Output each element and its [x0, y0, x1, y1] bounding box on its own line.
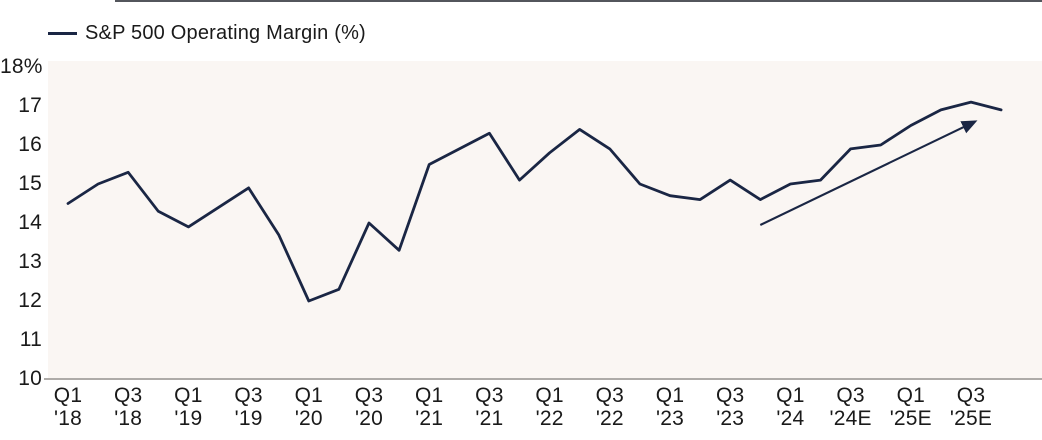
- y-tick-label: 18%: [0, 55, 43, 78]
- y-tick-label: 16: [18, 133, 42, 156]
- top-rule-divider: [115, 0, 1042, 2]
- y-tick-label: 10: [18, 367, 42, 390]
- x-tick-label: Q3'22: [573, 384, 647, 430]
- x-tick-year: '18: [54, 407, 82, 430]
- x-tick-label: Q1'19: [151, 384, 225, 430]
- x-tick-year: '24E: [829, 407, 872, 430]
- x-tick-quarter: Q3: [113, 384, 143, 407]
- x-tick-quarter: Q1: [53, 384, 83, 407]
- y-tick-label: 12: [18, 289, 42, 312]
- x-tick-year: '24: [776, 407, 805, 430]
- x-tick-quarter: Q1: [294, 384, 323, 407]
- x-tick-label: Q1'20: [272, 384, 346, 430]
- line-chart: [66, 100, 1003, 303]
- x-tick-label: Q3'24E: [814, 384, 888, 430]
- x-tick-year: '19: [174, 407, 203, 430]
- x-tick-quarter: Q3: [354, 384, 384, 407]
- y-tick-label: 14: [18, 211, 42, 234]
- x-tick-quarter: Q1: [896, 384, 925, 407]
- legend: S&P 500 Operating Margin (%): [48, 21, 366, 45]
- x-tick-quarter: Q1: [414, 384, 444, 407]
- operating-margin-line: [66, 100, 1003, 303]
- x-tick-quarter: Q3: [234, 384, 263, 407]
- x-tick-quarter: Q1: [174, 384, 203, 407]
- x-tick-quarter: Q1: [776, 384, 805, 407]
- y-tick-label: 11: [19, 328, 42, 351]
- x-tick-label: Q3'20: [332, 384, 406, 430]
- x-tick-year: '22: [535, 407, 564, 430]
- plot-area: [48, 61, 1042, 379]
- x-tick-label: Q1'23: [633, 384, 707, 430]
- x-axis-line: [44, 378, 1042, 380]
- x-tick-year: '25E: [949, 407, 993, 430]
- x-tick-quarter: Q1: [655, 384, 685, 407]
- y-tick-label: 15: [18, 172, 42, 195]
- x-tick-year: '23: [656, 407, 684, 430]
- y-tick-label: 13: [18, 250, 42, 273]
- x-tick-quarter: Q3: [715, 384, 745, 407]
- x-tick-label: Q1'25E: [874, 384, 948, 430]
- legend-line-swatch: [48, 31, 77, 35]
- x-tick-label: Q3'23: [693, 384, 767, 430]
- x-tick-label: Q1'18: [31, 384, 105, 430]
- x-tick-quarter: Q3: [836, 384, 865, 407]
- trend-arrow: [759, 120, 978, 226]
- x-tick-quarter: Q3: [956, 384, 986, 407]
- x-tick-year: '22: [595, 407, 624, 430]
- x-tick-year: '18: [114, 407, 143, 430]
- x-tick-year: '20: [294, 407, 323, 430]
- x-tick-label: Q1'24: [753, 384, 827, 430]
- x-tick-year: '21: [415, 407, 444, 430]
- y-tick-label: 17: [18, 94, 42, 117]
- x-tick-year: '23: [716, 407, 745, 430]
- x-tick-label: Q3'21: [452, 384, 526, 430]
- x-tick-quarter: Q1: [535, 384, 564, 407]
- x-tick-label: Q3'19: [212, 384, 286, 430]
- legend-label: S&P 500 Operating Margin (%): [85, 21, 366, 44]
- x-tick-label: Q3'18: [91, 384, 165, 430]
- x-tick-label: Q3'25E: [934, 384, 1008, 430]
- x-tick-quarter: Q3: [475, 384, 504, 407]
- x-tick-year: '20: [355, 407, 383, 430]
- x-tick-quarter: Q3: [595, 384, 624, 407]
- x-tick-year: '19: [234, 407, 263, 430]
- x-tick-year: '25E: [889, 407, 932, 430]
- x-tick-label: Q1'22: [513, 384, 587, 430]
- x-tick-label: Q1'21: [392, 384, 466, 430]
- x-tick-year: '21: [475, 407, 504, 430]
